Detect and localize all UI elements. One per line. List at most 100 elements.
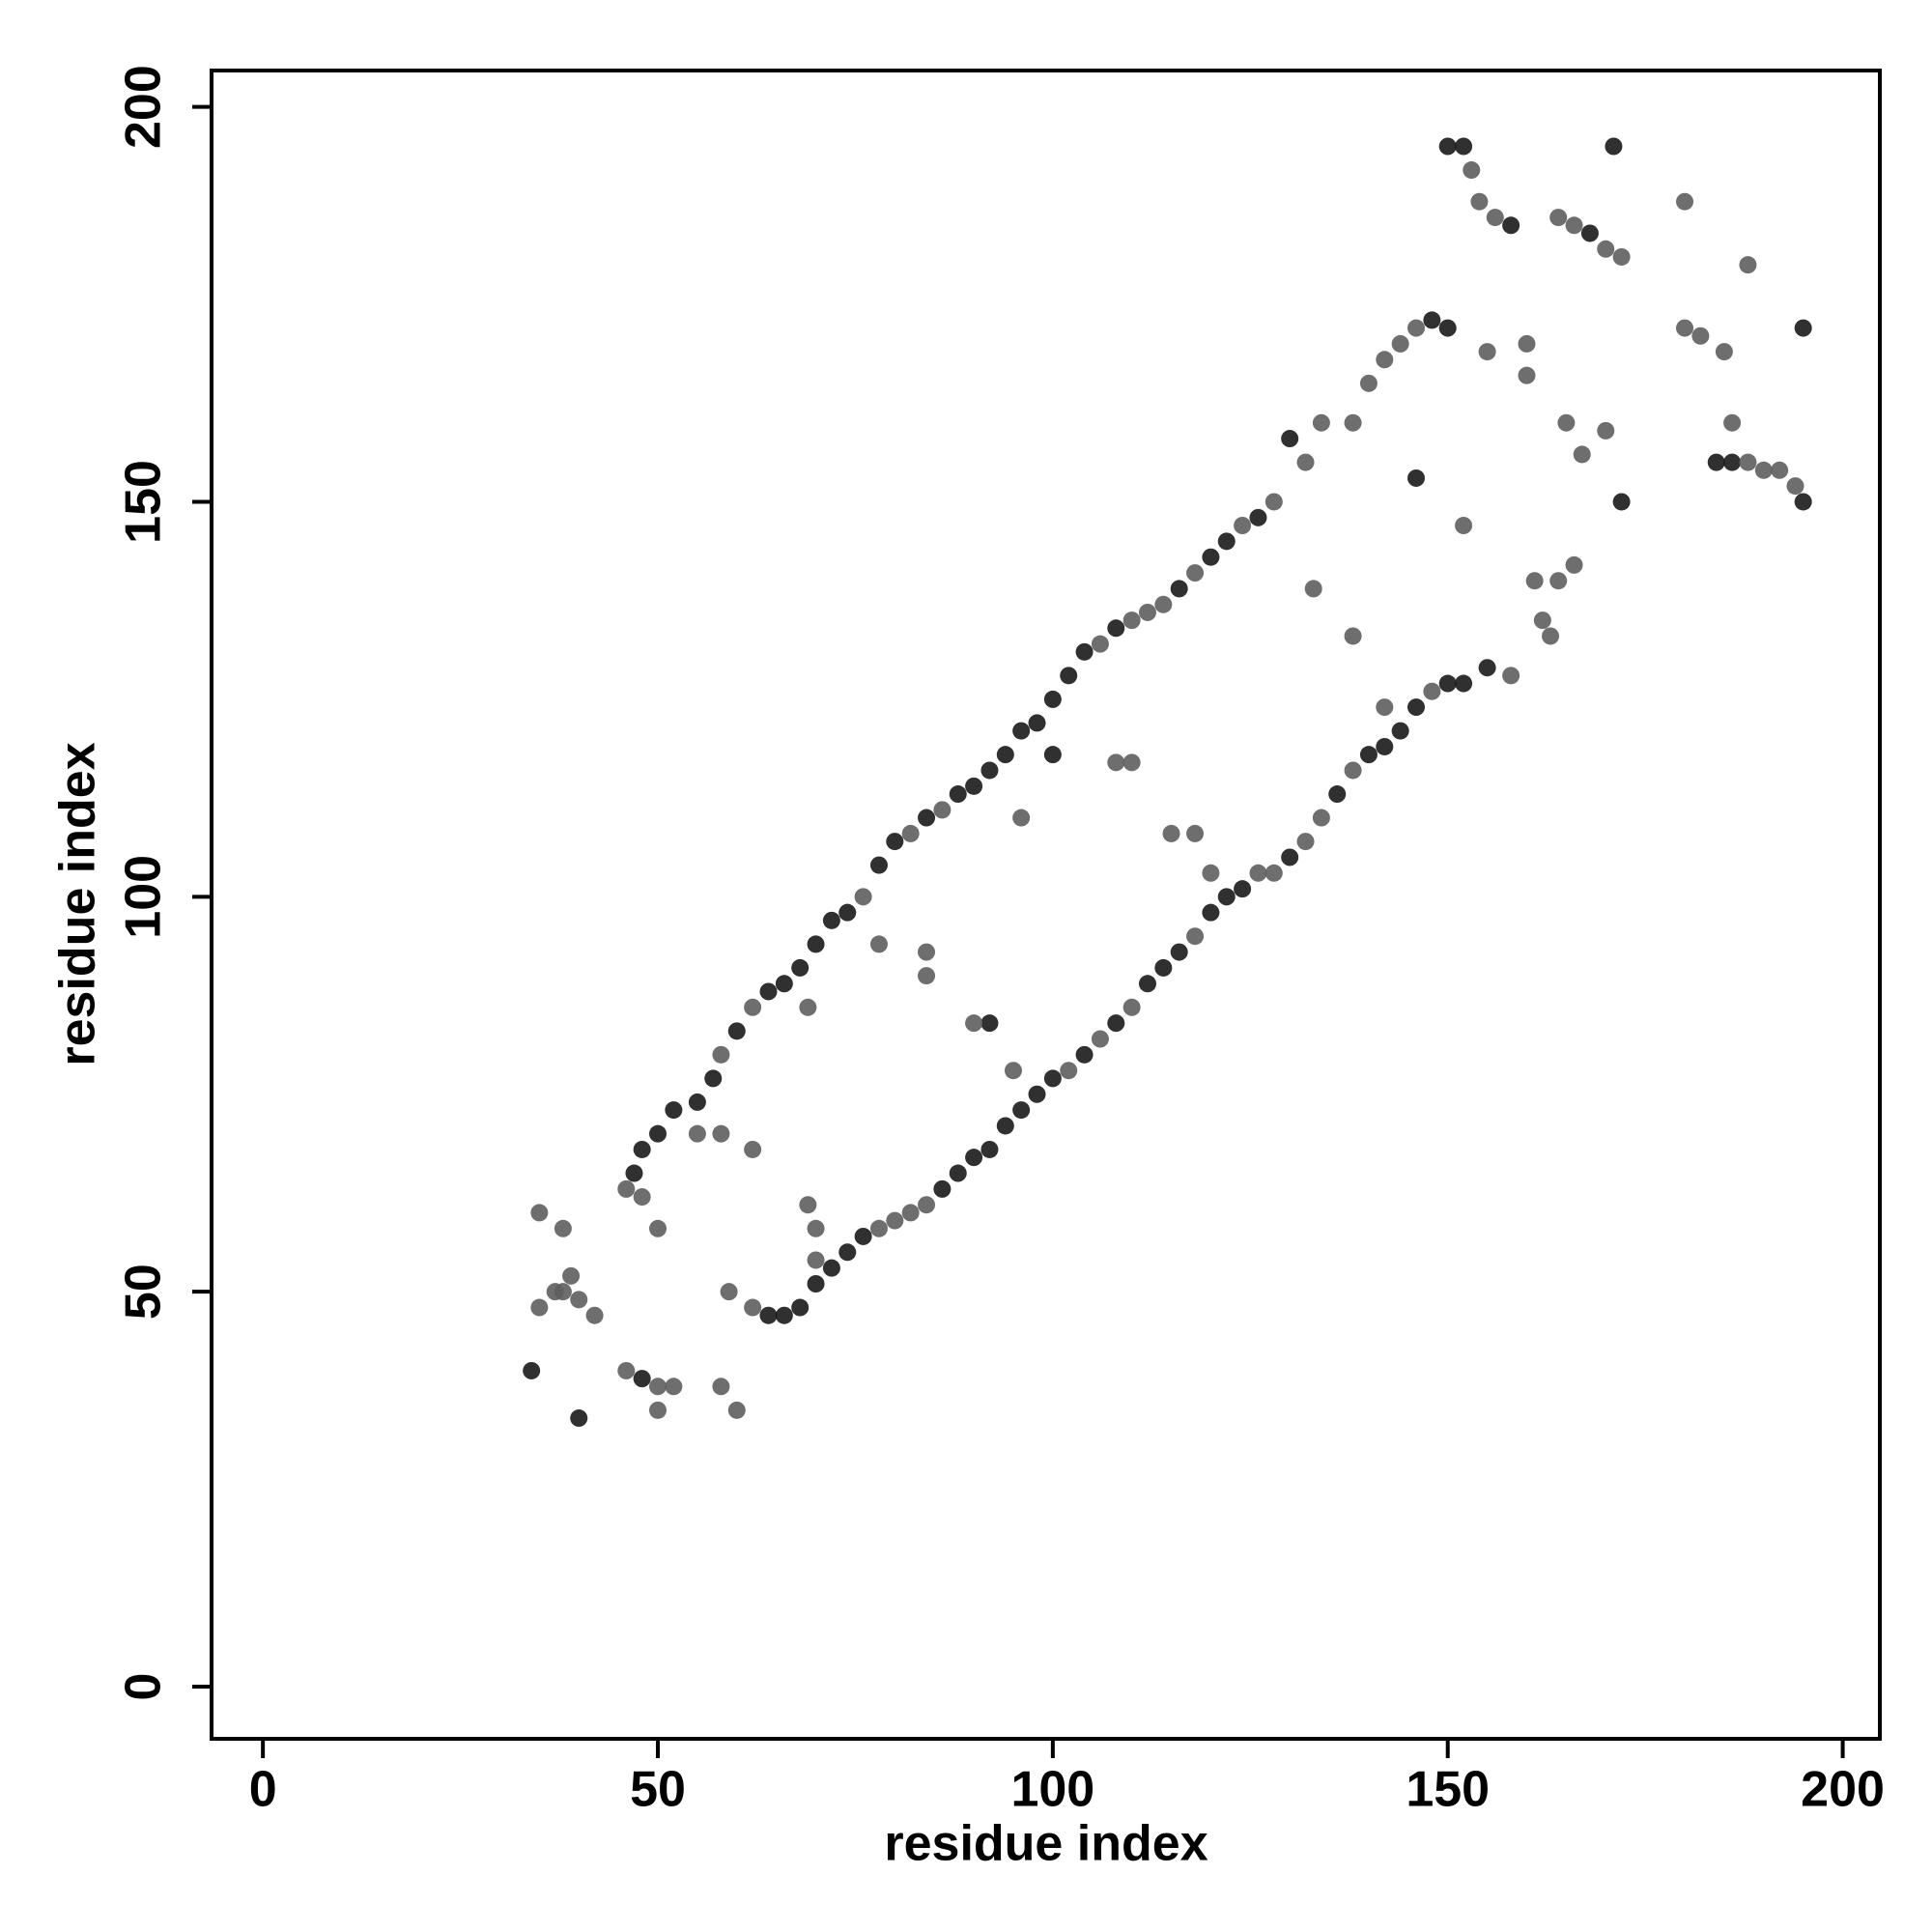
point — [688, 1124, 706, 1143]
y-tick-label: 0 — [116, 1673, 172, 1701]
point — [838, 1243, 857, 1262]
point — [933, 1179, 952, 1198]
point — [1138, 603, 1156, 621]
point — [799, 1196, 817, 1214]
point — [1217, 532, 1236, 551]
point — [1407, 469, 1426, 487]
x-tick-label: 150 — [1406, 1762, 1490, 1818]
point — [1754, 461, 1773, 479]
point — [1122, 753, 1141, 772]
point — [1407, 698, 1426, 717]
point — [1249, 508, 1267, 526]
point — [1202, 864, 1220, 882]
x-axis-label: residue index — [884, 1816, 1208, 1872]
point — [1296, 453, 1315, 471]
point — [996, 1117, 1014, 1135]
point — [965, 1014, 983, 1033]
point — [1043, 690, 1062, 708]
point — [775, 975, 793, 993]
point — [807, 1219, 825, 1237]
point — [570, 1409, 588, 1428]
point — [1091, 1030, 1109, 1048]
point — [1234, 517, 1252, 534]
point — [688, 1093, 706, 1111]
point — [799, 998, 817, 1016]
point — [1359, 374, 1378, 392]
point — [1344, 761, 1362, 780]
point — [1304, 580, 1322, 598]
point — [822, 911, 840, 929]
point — [791, 958, 810, 977]
point — [1470, 192, 1489, 211]
point — [1060, 667, 1078, 685]
point — [980, 1140, 999, 1158]
point — [1542, 627, 1560, 645]
point — [1376, 351, 1394, 369]
point — [720, 1283, 738, 1301]
point — [1170, 580, 1188, 598]
point — [1359, 746, 1378, 764]
point — [1573, 445, 1591, 464]
point — [554, 1219, 572, 1237]
point — [1107, 753, 1125, 772]
point — [1723, 413, 1742, 432]
point — [665, 1101, 683, 1120]
point — [712, 1124, 730, 1143]
point — [1328, 785, 1347, 804]
point — [1723, 453, 1742, 471]
point — [1249, 864, 1267, 882]
point — [918, 809, 936, 827]
point — [1296, 833, 1315, 851]
plot-frame — [210, 69, 1882, 1741]
point — [1186, 564, 1205, 582]
point — [854, 888, 872, 906]
point — [585, 1306, 604, 1324]
point — [744, 1298, 762, 1317]
point — [1597, 240, 1615, 258]
point — [1391, 722, 1409, 740]
point — [1771, 461, 1789, 479]
point — [617, 1179, 636, 1198]
x-tick-label: 50 — [630, 1762, 686, 1818]
point — [744, 1140, 762, 1158]
point — [1549, 572, 1568, 590]
point — [1557, 413, 1576, 432]
point — [869, 935, 888, 953]
point — [649, 1401, 668, 1419]
point — [1391, 334, 1409, 353]
point — [980, 761, 999, 780]
point — [1478, 659, 1496, 677]
point — [918, 967, 936, 985]
point — [1344, 627, 1362, 645]
point — [1715, 343, 1733, 361]
point — [1162, 824, 1180, 842]
point — [933, 801, 952, 819]
point — [1438, 319, 1457, 337]
point — [1312, 809, 1330, 827]
point — [1012, 722, 1031, 740]
y-axis-label: residue index — [50, 742, 106, 1065]
point — [759, 1306, 778, 1324]
point — [1312, 413, 1330, 432]
point — [980, 1014, 999, 1033]
point — [523, 1361, 541, 1379]
point — [665, 1378, 683, 1396]
point — [1122, 611, 1141, 630]
point — [886, 833, 904, 851]
point — [901, 824, 920, 842]
point — [649, 1219, 668, 1237]
point — [886, 1211, 904, 1230]
point — [712, 1378, 730, 1396]
point — [562, 1266, 581, 1285]
point — [1525, 572, 1544, 590]
point — [1518, 334, 1536, 353]
point — [633, 1188, 651, 1207]
point — [1202, 548, 1220, 566]
point — [1502, 216, 1520, 235]
point — [1043, 746, 1062, 764]
point — [1605, 137, 1623, 156]
point — [1202, 903, 1220, 922]
point — [1043, 1069, 1062, 1088]
point — [649, 1124, 668, 1143]
